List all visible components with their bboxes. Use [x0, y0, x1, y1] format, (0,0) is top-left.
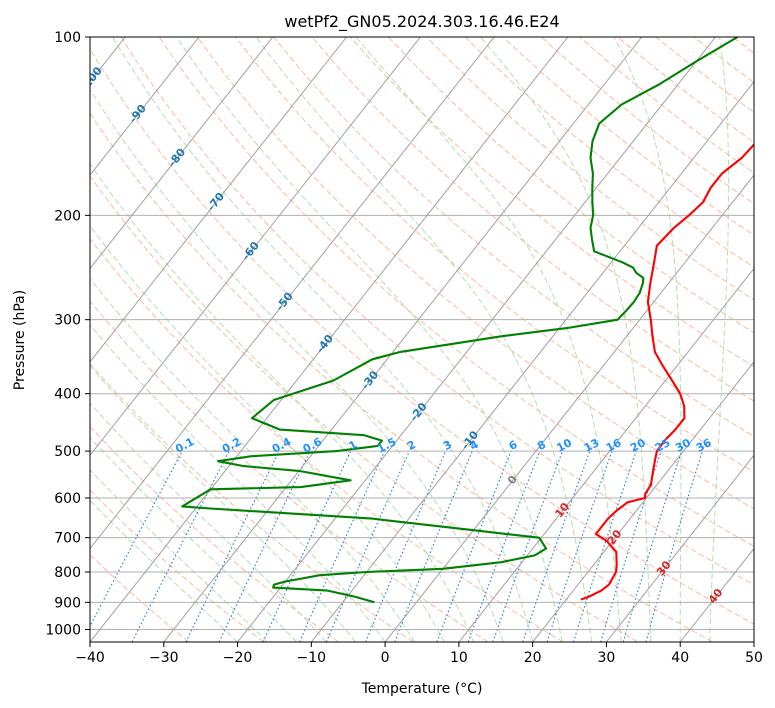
isotherms — [90, 37, 754, 642]
plot-area: -100-90-80-70-60-50-40-30-20-10010203040… — [90, 37, 754, 642]
isotherm — [163, 37, 643, 642]
y-axis-label: Pressure (hPa) — [12, 290, 28, 390]
plot-frame — [89, 36, 755, 643]
mixing-ratio-line — [90, 450, 183, 628]
x-tick-label: −10 — [297, 650, 327, 666]
y-tick-label: 100 — [54, 30, 81, 46]
y-tick-label: 200 — [54, 208, 81, 224]
mixing-ratio-line — [522, 450, 591, 642]
dry-adiabat — [90, 112, 713, 642]
x-tick-label: 50 — [745, 650, 763, 666]
isotherm — [90, 37, 348, 363]
moist-adiabat — [176, 37, 563, 642]
y-tick-label: 700 — [54, 531, 81, 547]
dry-adiabat — [349, 37, 754, 368]
y-axis-ticks: 100 200 300 400 500 600 700 800 900 1000 — [45, 30, 90, 638]
mixing-ratio-line — [600, 450, 662, 642]
moist-adiabat — [90, 323, 386, 642]
moist-adiabat — [480, 37, 652, 642]
mixing-ratio-line — [436, 450, 512, 642]
dry-adiabat — [426, 37, 754, 301]
isotherm — [458, 267, 754, 642]
x-tick-label: −20 — [223, 650, 253, 666]
mixing-ratio-line — [492, 450, 564, 642]
x-tick-label: 10 — [450, 650, 468, 666]
x-tick-label: 30 — [598, 650, 616, 666]
mixing-ratio-line — [546, 450, 613, 642]
x-tick-label: −40 — [75, 650, 105, 666]
mixing-ratio-label: 13 — [582, 436, 602, 455]
moist-adiabat — [90, 402, 327, 642]
dry-adiabat — [90, 175, 639, 642]
isotherm — [90, 37, 421, 457]
moist-adiabat — [355, 37, 622, 642]
dry-adiabat — [90, 238, 564, 642]
mixing-ratio-line — [365, 450, 447, 642]
y-tick-label: 300 — [54, 313, 81, 329]
x-tick-label: 0 — [381, 650, 390, 666]
mixing-ratio-label: 16 — [604, 436, 624, 455]
mixing-ratio-line — [325, 450, 410, 642]
y-tick-label: 1000 — [45, 622, 81, 638]
moist-adiabat — [90, 162, 475, 642]
isotherm — [532, 361, 754, 642]
y-tick-label: 400 — [54, 387, 81, 403]
isotherm — [90, 37, 495, 550]
isotherm — [90, 37, 200, 176]
moist-adiabat — [112, 37, 534, 642]
dry-adiabat — [90, 489, 265, 642]
moist-adiabat — [709, 37, 730, 642]
y-tick-label: 500 — [54, 444, 81, 460]
dry-adiabat — [120, 37, 754, 586]
profiles — [181, 37, 754, 604]
isotherm — [90, 37, 274, 270]
dry-adiabat — [90, 425, 339, 642]
mixing-ratio-line — [299, 450, 386, 642]
mixing-ratio-label: 20 — [628, 436, 648, 455]
mixing-ratio-line — [572, 450, 637, 642]
mixing-ratio-line — [467, 450, 541, 642]
x-tick-label: 40 — [671, 650, 689, 666]
mixing-ratio-label: 10 — [554, 436, 574, 455]
x-tick-label: 20 — [524, 650, 542, 666]
dry-adiabat — [90, 48, 754, 625]
isotherm — [90, 37, 569, 642]
mixing-ratio-label: 30 — [673, 436, 693, 455]
x-tick-label: −30 — [149, 650, 179, 666]
mixing-ratio-line — [185, 450, 280, 642]
isotherm — [384, 174, 754, 642]
moist-adiabat — [613, 37, 682, 642]
moist-adiabat — [255, 37, 593, 642]
isotherm — [310, 80, 754, 642]
mixing-ratio-label: 36 — [694, 436, 714, 455]
mixing-ratio-lines — [90, 450, 703, 642]
dry-adiabat — [235, 37, 754, 473]
moist-adiabat — [90, 88, 504, 642]
y-tick-label: 600 — [54, 491, 81, 507]
dry-adiabat — [273, 37, 754, 437]
moist-adiabat — [90, 365, 356, 642]
mixing-ratio-label: 25 — [653, 436, 673, 455]
chart-title: wetPf2_GN05.2024.303.16.46.E24 — [284, 12, 559, 32]
mixing-ratio-line — [622, 450, 683, 642]
isotherm — [606, 454, 754, 642]
y-tick-label: 900 — [54, 595, 81, 611]
dewpoint-profile — [181, 37, 739, 604]
temperature-profile — [580, 143, 754, 601]
x-axis-ticks: −40 −30 −20 −10 0 10 20 30 40 50 — [75, 642, 763, 666]
moist-adiabat — [90, 224, 445, 642]
dry-adiabat — [90, 554, 190, 642]
y-tick-label: 800 — [54, 565, 81, 581]
moist-adiabat — [90, 436, 297, 642]
x-axis-label: Temperature (°C) — [361, 681, 483, 697]
